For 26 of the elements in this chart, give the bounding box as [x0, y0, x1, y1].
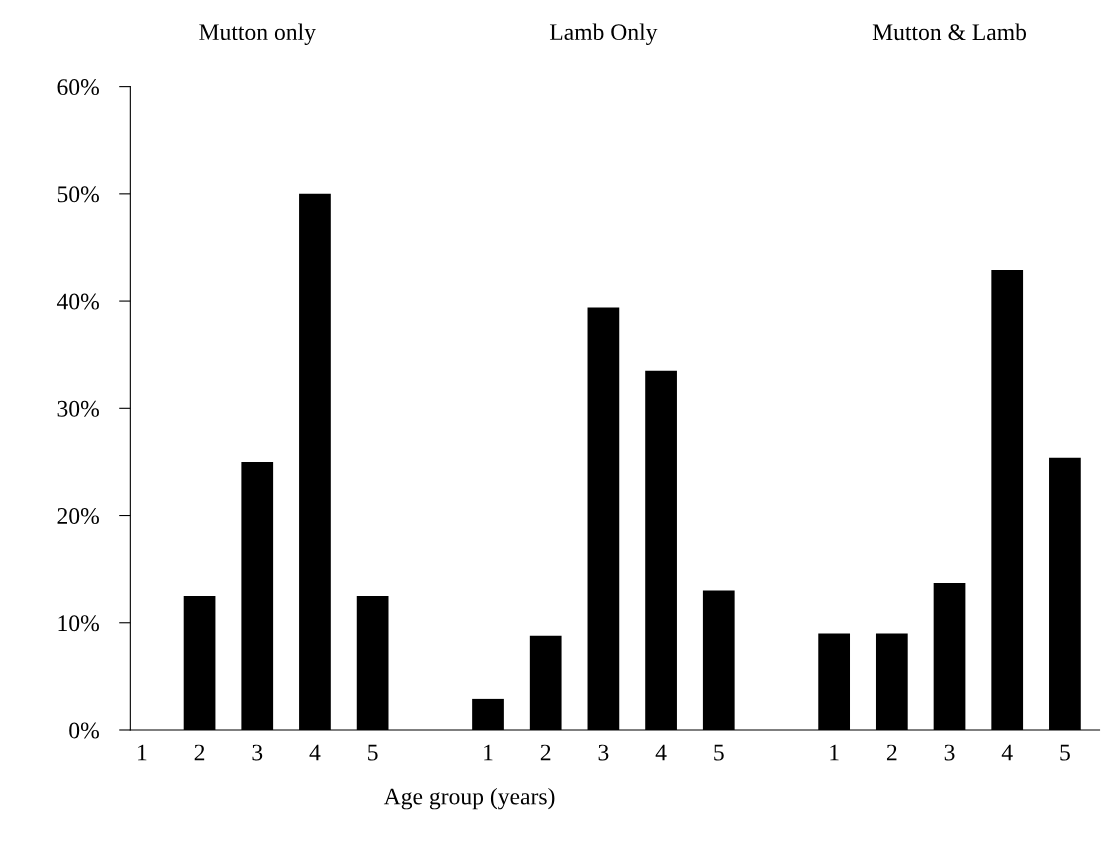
x-tick-label: 2 — [886, 744, 897, 761]
x-tick-label: 3 — [944, 744, 955, 761]
x-axis-title: Age group (years) — [383, 787, 555, 810]
x-tick-label: 1 — [138, 744, 147, 761]
y-tick-label: 0% — [69, 722, 99, 739]
x-tick-label: 5 — [1060, 744, 1070, 761]
y-tick-label: 40% — [56, 293, 99, 310]
y-tick-label: 10% — [58, 615, 99, 632]
x-tick-label: 4 — [655, 744, 667, 761]
x-tick-label: 3 — [598, 744, 609, 761]
text: Mutton & Lamb — [872, 23, 1027, 41]
x-tick-label: 3 — [252, 744, 263, 761]
y-tick-label: 60% — [57, 79, 99, 96]
x-tick-label: 4 — [1001, 744, 1013, 761]
y-tick-label: 50% — [57, 186, 99, 203]
x-tick-label: 5 — [368, 744, 378, 761]
y-tick-label: 30% — [57, 400, 99, 417]
x-tick-label: 2 — [194, 744, 205, 761]
text: Lamb Only — [549, 23, 658, 45]
x-tick-label: 2 — [540, 744, 551, 761]
x-tick-label: 1 — [484, 744, 493, 761]
x-tick-label: 1 — [830, 744, 839, 761]
x-tick-label: 4 — [309, 744, 321, 761]
x-tick-label: 5 — [714, 744, 724, 761]
y-tick-label: 20% — [57, 508, 99, 525]
text: Mutton only — [199, 23, 316, 45]
